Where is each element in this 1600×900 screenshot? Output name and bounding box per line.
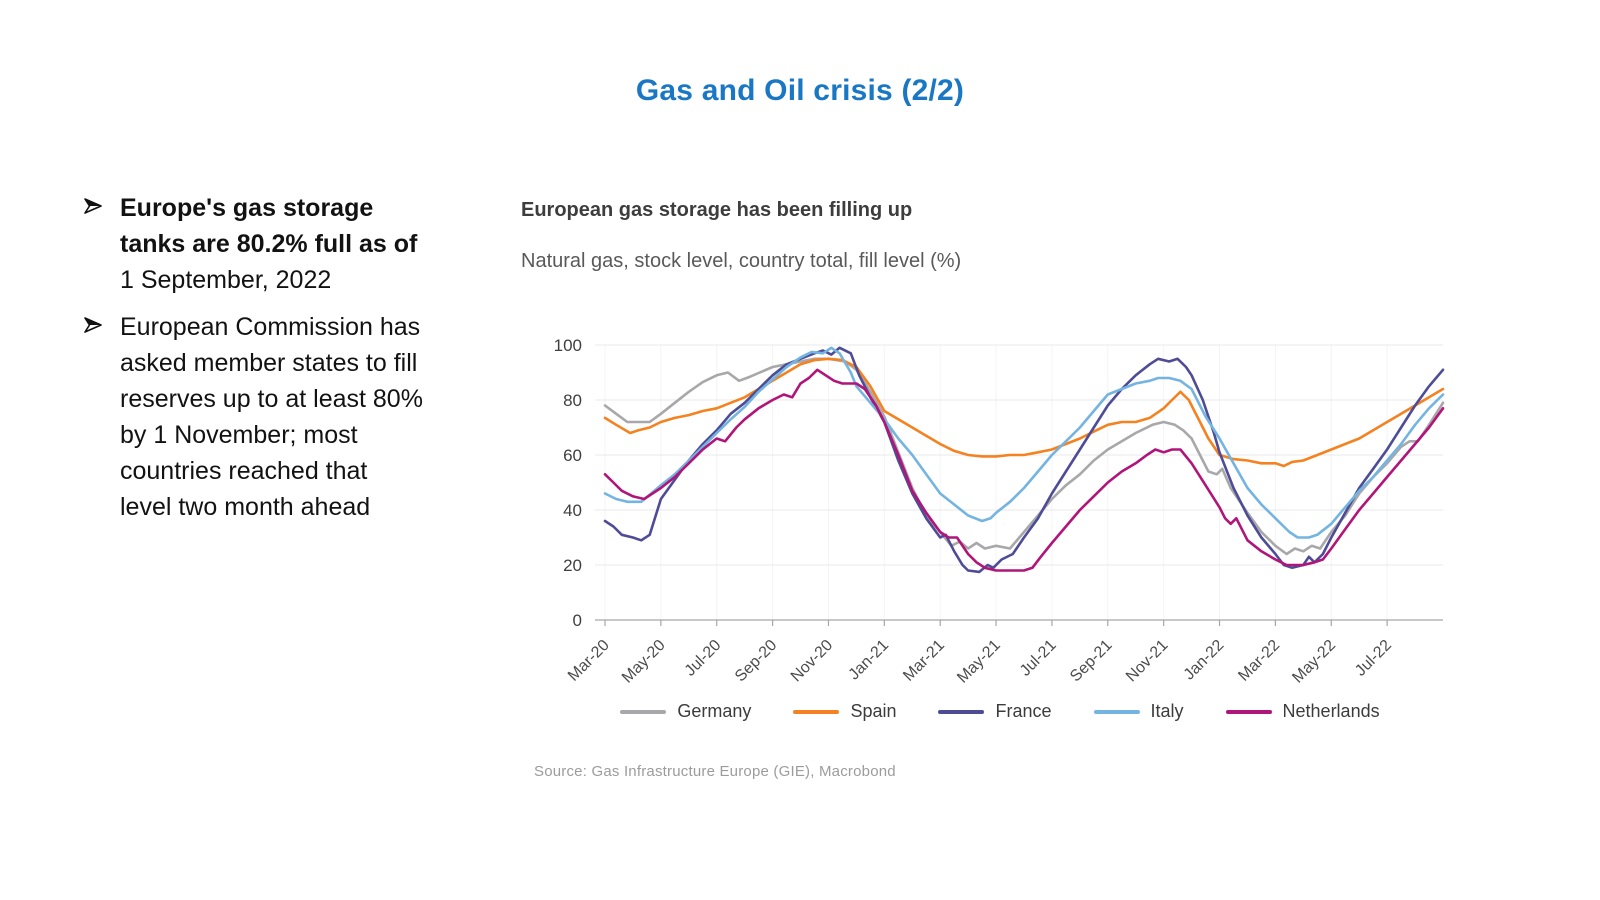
legend-item: France — [938, 701, 1052, 722]
x-axis-label: Jul-20 — [682, 637, 725, 680]
bullet-arrow-icon — [84, 309, 120, 525]
x-axis-label: Jul-22 — [1352, 637, 1395, 680]
chart-title: European gas storage has been filling up — [521, 199, 913, 221]
x-axis-label: Sep-20 — [732, 637, 781, 686]
legend-label: Germany — [677, 701, 752, 721]
legend-swatch — [793, 709, 840, 714]
legend-item: Netherlands — [1225, 701, 1380, 722]
chart-legend: Germany Spain France Italy Netherlands — [520, 701, 1480, 722]
y-axis-label: 80 — [563, 391, 582, 410]
series-line-italy — [603, 346, 1445, 539]
legend-label: Italy — [1150, 701, 1184, 721]
x-axis-label: Mar-20 — [565, 637, 613, 685]
x-axis-label: Mar-21 — [900, 637, 948, 685]
x-axis-label: May-21 — [954, 637, 1004, 687]
x-axis-label: Jul-21 — [1017, 637, 1060, 680]
series-line-germany — [603, 357, 1445, 556]
legend-item: Italy — [1093, 701, 1184, 722]
bullet-arrow-icon — [84, 190, 120, 298]
y-axis-label: 60 — [563, 446, 582, 465]
series-line-spain — [603, 357, 1445, 468]
legend-label: Netherlands — [1282, 701, 1380, 721]
y-axis-label: 100 — [554, 336, 582, 355]
bullet-text: Europe's gas storage tanks are 80.2% ful… — [120, 194, 418, 294]
legend-swatch — [938, 709, 985, 714]
page-title: Gas and Oil crisis (2/2) — [635, 74, 965, 107]
chart-subtitle: Natural gas, stock level, country total,… — [521, 250, 962, 272]
x-axis-label: Sep-21 — [1067, 637, 1116, 686]
series-line-france — [603, 346, 1445, 574]
bullet-list: Europe's gas storage tanks are 80.2% ful… — [84, 190, 436, 536]
bullet-text: European Commission has asked member sta… — [120, 313, 423, 521]
bullet-item: Europe's gas storage tanks are 80.2% ful… — [84, 190, 436, 298]
series-line-netherlands — [603, 368, 1445, 572]
x-axis-label: May-20 — [619, 637, 669, 687]
y-axis-label: 20 — [563, 556, 582, 575]
legend-label: France — [995, 701, 1052, 721]
x-axis-label: Jan-22 — [1181, 637, 1228, 684]
legend-item: Germany — [620, 701, 751, 722]
x-axis-label: Nov-20 — [788, 637, 837, 686]
legend-label: Spain — [850, 701, 897, 721]
legend-swatch — [1225, 709, 1272, 714]
x-axis-label: Mar-22 — [1235, 637, 1283, 685]
bullet-item: European Commission has asked member sta… — [84, 309, 436, 525]
legend-swatch — [620, 709, 667, 714]
legend-item: Spain — [793, 701, 896, 722]
y-axis-label: 0 — [573, 611, 582, 630]
source-text: Source: Gas Infrastructure Europe (GIE),… — [534, 763, 896, 780]
y-axis-label: 40 — [563, 501, 582, 520]
x-axis-label: May-22 — [1289, 637, 1339, 687]
legend-swatch — [1093, 709, 1140, 714]
x-axis-label: Nov-21 — [1123, 637, 1172, 686]
x-axis-label: Jan-21 — [846, 637, 893, 684]
